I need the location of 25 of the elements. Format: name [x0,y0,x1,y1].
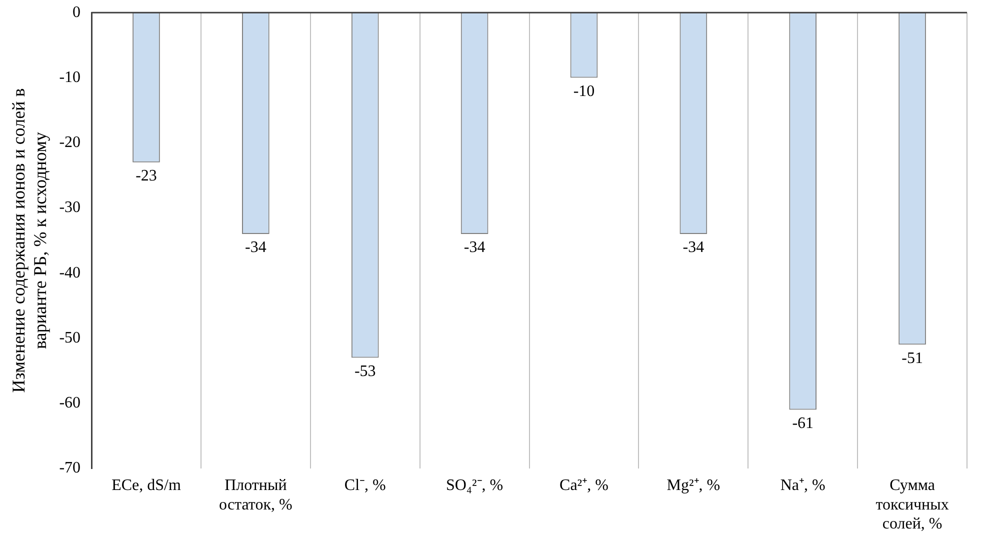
data-label: -34 [464,239,486,256]
x-tick-label: ECe, dS/m [112,477,182,494]
data-label: -23 [136,168,157,185]
data-label: -10 [573,82,595,100]
data-label: -51 [902,350,923,367]
y-axis-title: Изменение содержания ионов и солей в варианте РБ, % к исходному [8,88,50,393]
data-label: -53 [354,362,376,380]
x-tick-label: Na⁺, % [780,477,826,494]
y-tick-label: 0 [72,4,81,21]
x-tick-label: Сумма токсичных солей, % [876,477,949,533]
y-tick-label: -40 [59,264,81,282]
y-tick-label: -50 [59,329,81,346]
y-tick-label: -70 [59,460,81,477]
y-tick-label: -20 [59,134,81,152]
data-label: -34 [682,239,704,256]
x-tick-label: Ca²⁺, % [560,477,608,494]
data-label: -61 [792,415,814,432]
x-tick-label: Плотный остаток, % [219,477,292,514]
x-tick-label: SO₄²⁻, % [446,477,504,494]
data-label: -34 [245,239,266,256]
x-tick-label: Cl⁻, % [344,477,386,494]
y-tick-label: -60 [59,394,81,412]
y-tick-label: -10 [59,68,81,86]
x-tick-label: Mg²⁺, % [666,477,720,494]
y-tick-label: -30 [59,199,81,216]
